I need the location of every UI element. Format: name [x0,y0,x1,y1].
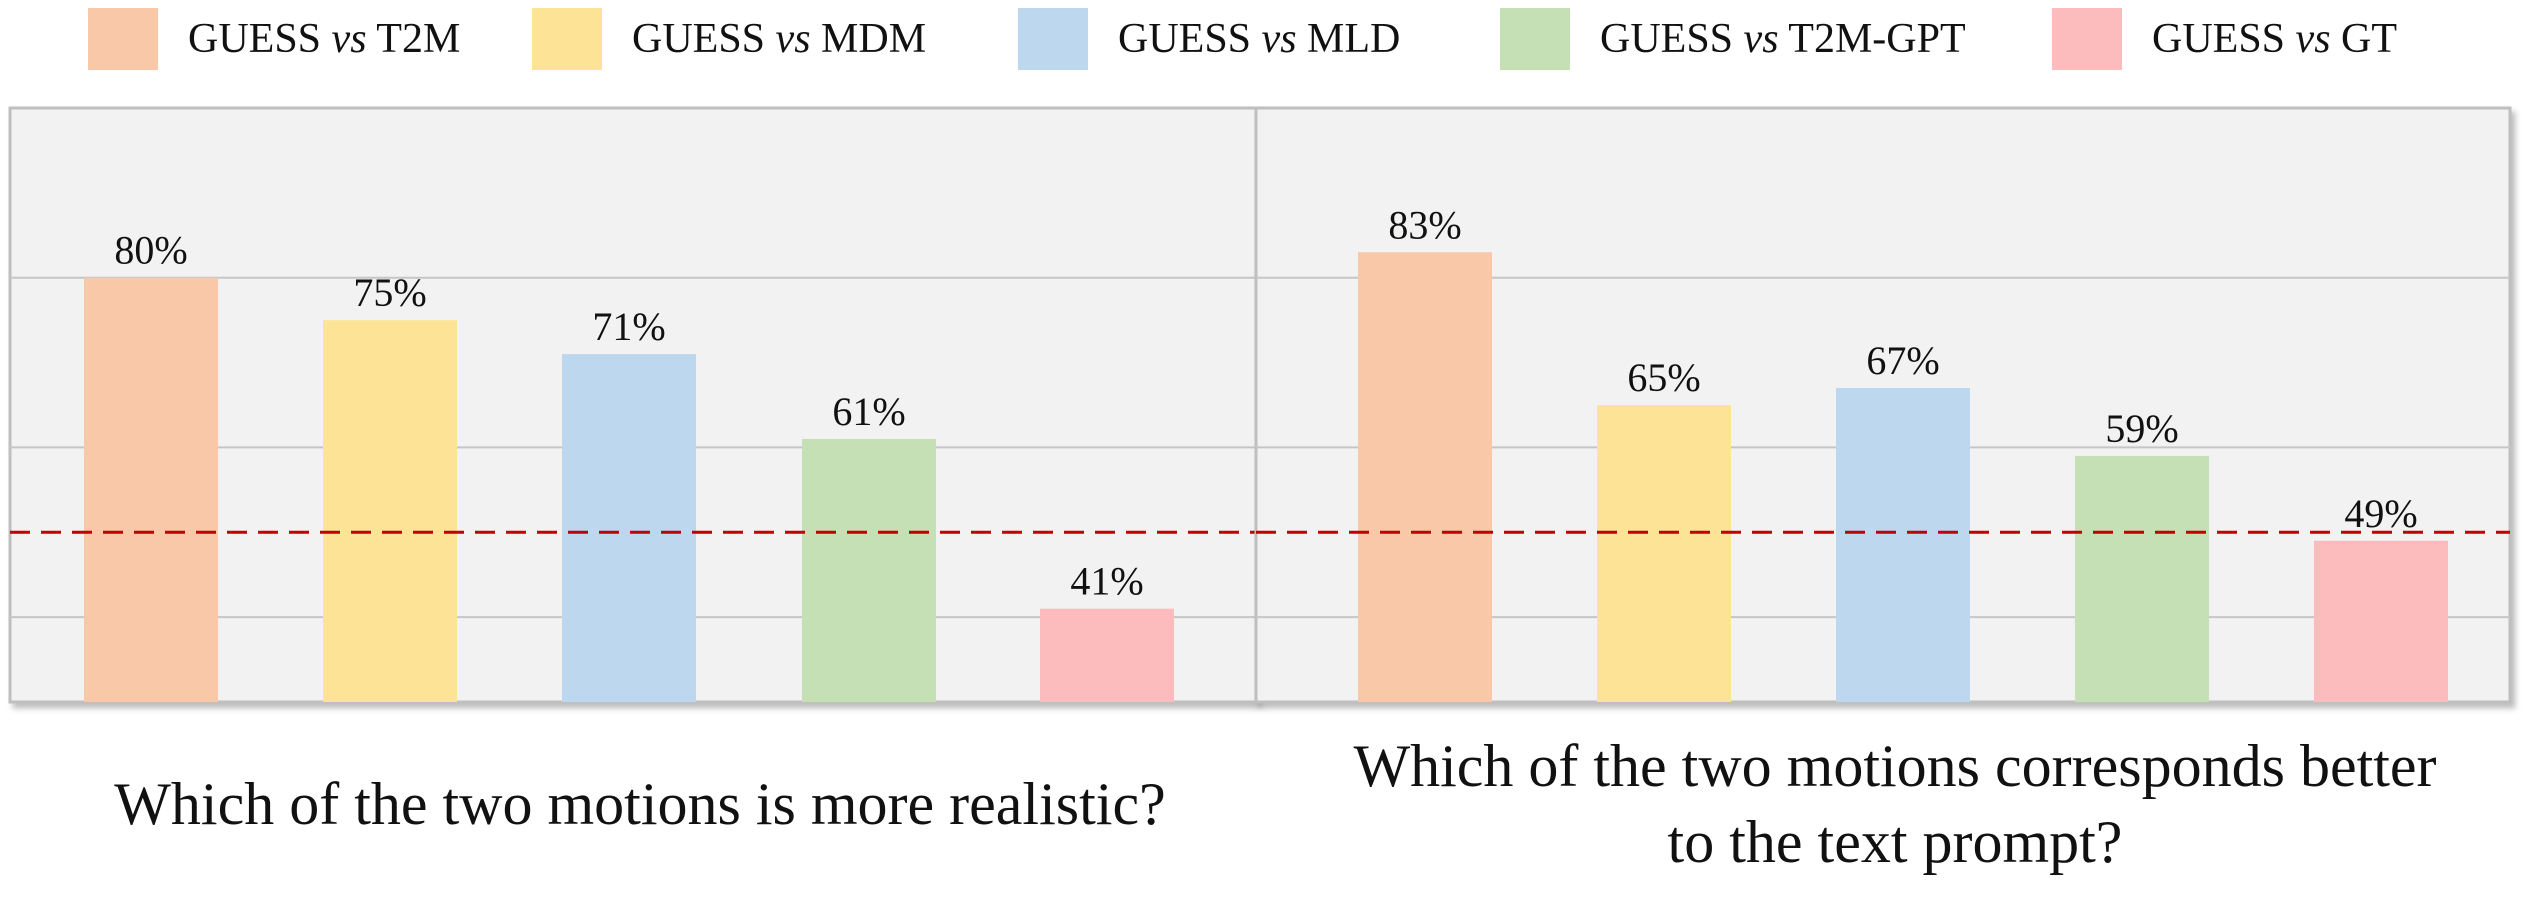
legend-label-gt: GUESS vs GT [2152,16,2398,62]
legend-label-mdm: GUESS vs MDM [632,16,927,62]
legend-item-t2m-gpt: GUESS vs T2M-GPT [1500,8,1966,70]
legend-swatch-gt [2052,8,2122,70]
bar-text-t2m [1358,252,1492,702]
legend-swatch-t2m-gpt [1500,8,1570,70]
legend-swatch-mdm [532,8,602,70]
legend-label-mld: GUESS vs MLD [1118,16,1401,62]
data-label-realism-gt: 41% [1070,559,1143,604]
legend-item-mld: GUESS vs MLD [1018,8,1400,70]
caption-text-correspondence: Which of the two motions corresponds bet… [1270,728,2520,880]
legend-item-gt: GUESS vs GT [2052,8,2397,70]
data-label-realism-mld: 71% [592,304,665,349]
legend-swatch-mld [1018,8,1088,70]
legend: GUESS vs T2M GUESS vs MDM GUESS vs MLD G… [0,0,2528,80]
caption-text-correspondence-line-1: Which of the two motions corresponds bet… [1353,733,2437,799]
caption-text-correspondence-line-2: to the text prompt? [1667,809,2123,875]
data-label-text-mld: 67% [1866,338,1939,383]
bar-realism-mdm [323,320,457,702]
legend-item-mdm: GUESS vs MDM [532,8,926,70]
bar-realism-t2m-gpt [802,438,936,702]
bar-text-gt [2314,540,2448,702]
legend-swatch-t2m [88,8,158,70]
bar-realism-mld [562,354,696,702]
data-label-text-mdm: 65% [1627,355,1700,400]
data-label-text-t2m-gpt: 59% [2105,406,2178,451]
bar-text-t2m-gpt [2075,455,2209,702]
bar-realism-gt [1040,608,1174,702]
data-label-realism-mdm: 75% [353,270,426,315]
bar-text-mdm [1597,405,1731,702]
data-label-realism-t2m: 80% [114,228,187,273]
data-label-realism-t2m-gpt: 61% [832,389,905,434]
legend-label-t2m: GUESS vs T2M [188,16,461,62]
caption-realism: Which of the two motions is more realist… [114,771,1166,837]
data-label-text-gt: 49% [2344,491,2417,536]
data-label-text-t2m: 83% [1388,202,1461,247]
bar-realism-t2m [84,277,218,702]
chart-panel-realism: 80% 75% 71% 61% 41% [8,106,1258,704]
legend-item-t2m: GUESS vs T2M [88,8,460,70]
bar-text-mld [1836,388,1970,702]
legend-label-t2m-gpt: GUESS vs T2M-GPT [1600,16,1966,62]
bar-charts-figure: 80% 75% 71% 61% 41% 83% 65% 67% 59% 49% [8,106,2512,704]
chart-panel-text-correspondence: 83% 65% 67% 59% 49% [1254,106,2512,704]
